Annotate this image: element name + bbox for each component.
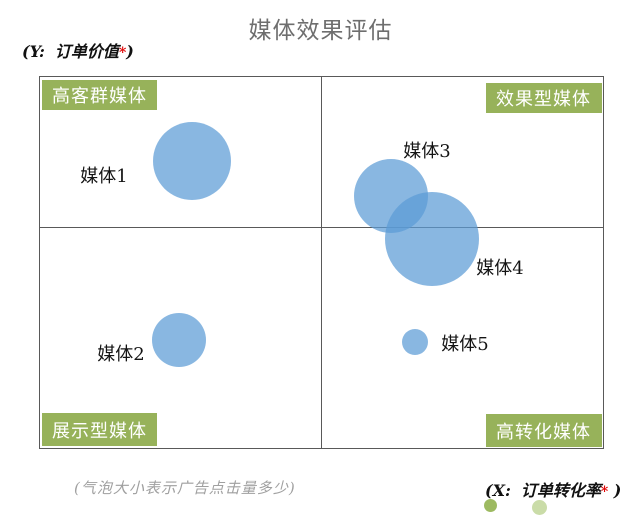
y-axis-prefix: (Y: <box>22 42 45 61</box>
x-axis-label: (X: 订单转化率* ) <box>485 477 621 501</box>
bubble-label-媒体5: 媒体5 <box>441 334 489 355</box>
y-axis-suffix: ) <box>126 42 134 61</box>
bubble-size-caption: (气泡大小表示广告点击量多少) <box>74 479 296 497</box>
x-axis-asterisk: * <box>600 484 609 500</box>
horizontal-divider-line <box>40 227 603 228</box>
plot-area: 高客群媒体 效果型媒体 展示型媒体 高转化媒体 媒体1 媒体2 媒体3 媒体4 媒体5 <box>39 76 604 449</box>
quadrant-label-top-left: 高客群媒体 <box>42 80 157 110</box>
chart-title: 媒体效果评估 <box>248 18 393 44</box>
y-axis-asterisk: * <box>118 45 127 61</box>
bubble-label-媒体4: 媒体4 <box>476 258 524 279</box>
bubble-label-媒体3: 媒体3 <box>403 141 451 162</box>
bubble-媒体1[interactable] <box>153 122 231 200</box>
bubble-媒体4[interactable] <box>385 192 479 286</box>
bubble-媒体5[interactable] <box>402 329 428 355</box>
x-axis-text: 订单转化率 <box>520 481 601 500</box>
y-axis-text: 订单价值 <box>54 42 119 61</box>
cutoff-green-dot-2 <box>532 500 547 515</box>
bubble-label-媒体2: 媒体2 <box>97 344 145 365</box>
bubble-label-媒体1: 媒体1 <box>80 166 128 187</box>
vertical-divider-line <box>321 77 322 448</box>
y-axis-label: (Y: 订单价值*) <box>22 38 134 62</box>
x-axis-suffix: ) <box>608 481 622 500</box>
x-axis-prefix: (X: <box>485 481 511 500</box>
quadrant-label-bottom-right: 高转化媒体 <box>486 414 602 447</box>
quadrant-label-top-right: 效果型媒体 <box>486 83 602 113</box>
cutoff-green-dot-1 <box>484 499 497 512</box>
bubble-媒体2[interactable] <box>152 313 206 367</box>
quadrant-label-bottom-left: 展示型媒体 <box>42 413 157 446</box>
